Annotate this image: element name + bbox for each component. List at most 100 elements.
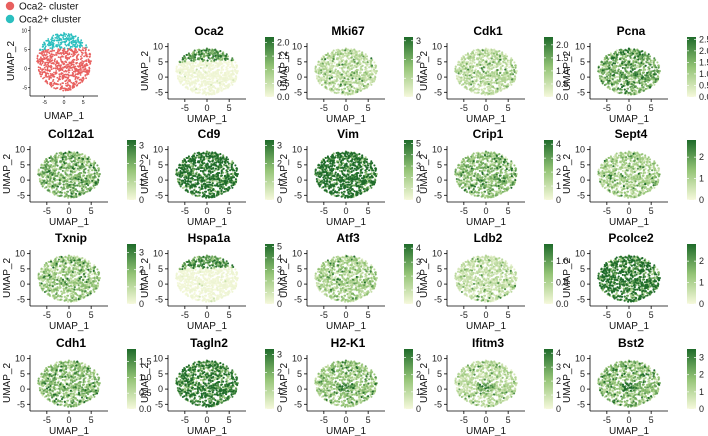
x-tick-label: 5 (366, 103, 371, 113)
data-point (341, 91, 344, 94)
cluster-point (67, 49, 69, 52)
cluster-point (74, 77, 77, 79)
data-point (612, 56, 616, 59)
data-point (352, 52, 355, 55)
cluster-point (55, 44, 58, 46)
cluster-point (81, 51, 83, 54)
data-point (219, 50, 222, 53)
data-point (202, 69, 205, 73)
cluster-point (47, 72, 50, 75)
cluster-point (78, 62, 81, 65)
data-point (220, 69, 223, 72)
y-axis-label: UMAP_2 (419, 51, 430, 91)
cluster-point (78, 71, 81, 74)
cluster-point (67, 53, 70, 56)
data-point (212, 72, 215, 75)
data-point (347, 48, 350, 51)
cluster-point (65, 67, 68, 69)
data-point (365, 57, 368, 61)
data-point (638, 82, 641, 85)
data-point (181, 76, 184, 79)
cluster-point (84, 75, 87, 77)
cluster-point (69, 62, 71, 65)
data-point (330, 64, 333, 68)
data-point (513, 61, 516, 64)
data-point (469, 55, 472, 58)
cluster-point (60, 67, 62, 70)
cluster-point (47, 58, 50, 60)
x-tick-label: 0 (626, 103, 631, 113)
data-point (178, 71, 181, 74)
data-point (369, 69, 372, 73)
data-point (186, 71, 189, 74)
data-point (646, 71, 649, 75)
data-point (216, 91, 219, 94)
data-point (199, 55, 202, 58)
data-point (354, 81, 357, 84)
data-point (652, 76, 655, 79)
cluster-point (79, 49, 82, 52)
panel-title: Oca2 (194, 24, 224, 38)
data-point (209, 51, 213, 55)
data-point (220, 89, 223, 92)
cluster-point (65, 64, 68, 66)
data-point (214, 64, 217, 67)
data-point (351, 92, 354, 95)
data-point (624, 92, 627, 95)
data-point (177, 77, 180, 80)
y-tick-label: -5 (294, 87, 302, 97)
cluster-point (38, 58, 41, 61)
cluster-point (44, 68, 47, 71)
cluster-point (81, 81, 84, 83)
data-point (181, 61, 184, 64)
data-point (620, 73, 623, 76)
data-point (325, 62, 328, 65)
data-point (603, 71, 606, 74)
data-point (346, 70, 349, 73)
data-point (338, 71, 341, 75)
data-point (203, 90, 206, 93)
cluster-point (67, 34, 69, 37)
data-point (205, 49, 208, 52)
cluster-point (87, 72, 89, 75)
data-point (470, 69, 474, 72)
data-point (472, 89, 475, 92)
x-tick-label: 0 (63, 100, 66, 106)
cluster-point (50, 38, 52, 41)
data-point (332, 49, 335, 52)
data-point (342, 66, 345, 69)
cluster-point (59, 43, 61, 46)
data-point (649, 74, 652, 77)
data-point (635, 61, 638, 64)
data-point (52, 162, 55, 165)
cluster-point (85, 59, 88, 62)
cluster-point (43, 70, 45, 73)
cluster-point (84, 51, 87, 54)
cluster-point (69, 47, 72, 49)
data-point (330, 76, 333, 79)
data-point (215, 72, 218, 75)
data-point (358, 74, 361, 77)
data-point (207, 70, 210, 73)
colorbar (544, 37, 553, 97)
data-point (367, 83, 370, 86)
data-point (488, 62, 491, 65)
cluster-point (56, 45, 59, 48)
data-point (623, 67, 627, 70)
data-point (623, 53, 626, 56)
data-point (226, 57, 229, 61)
data-point (482, 76, 485, 79)
cluster-point (44, 45, 47, 48)
data-point (217, 69, 220, 72)
cluster-point (68, 35, 71, 38)
cluster-point (58, 52, 60, 55)
data-point (188, 68, 191, 71)
data-point (348, 68, 351, 72)
data-point (211, 85, 214, 88)
data-point (194, 61, 197, 64)
data-point (499, 58, 502, 61)
data-point (474, 51, 478, 54)
cluster-point (89, 53, 92, 56)
data-point (326, 76, 329, 79)
data-point (470, 83, 473, 86)
